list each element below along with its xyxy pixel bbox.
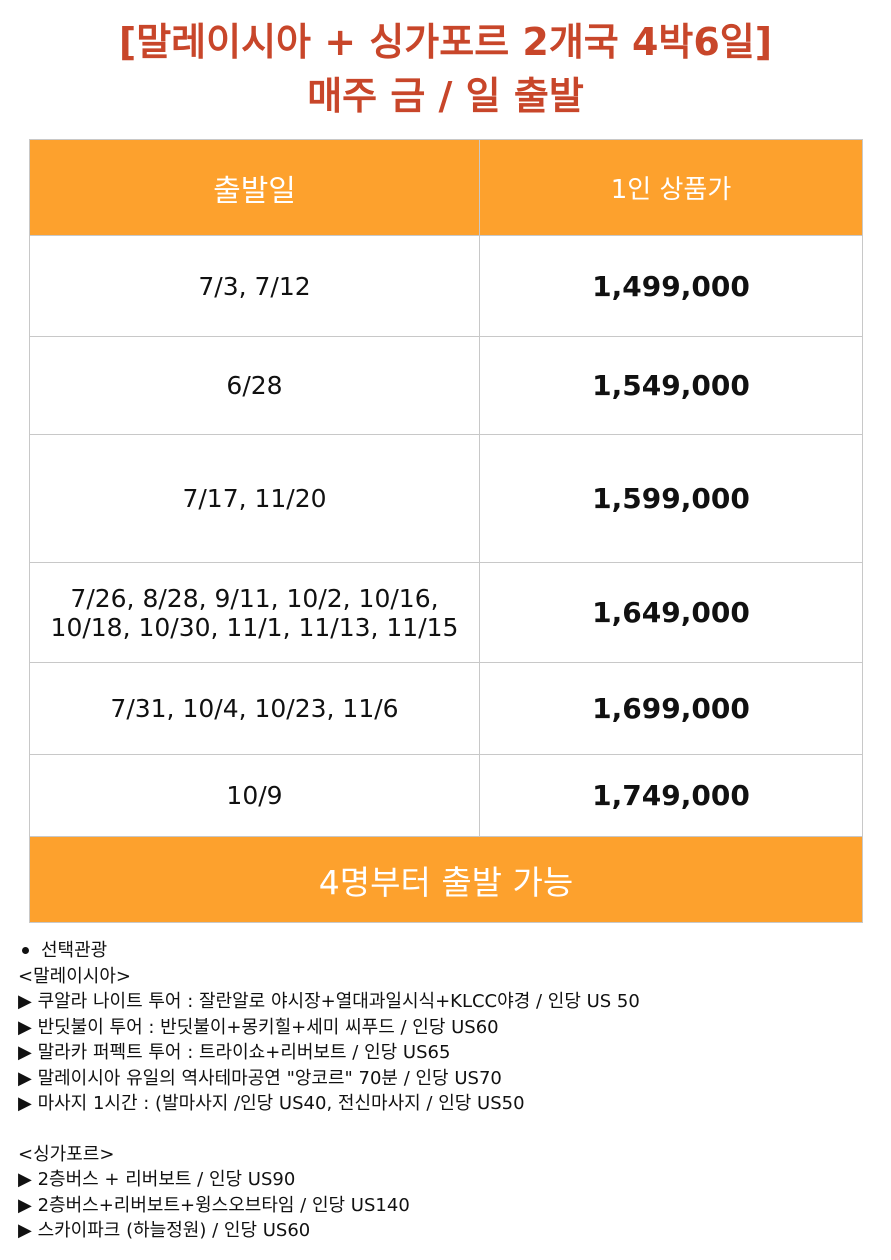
- header-price: 1인 상품가: [479, 139, 863, 236]
- table-row: 6/28 1,549,000: [29, 336, 863, 435]
- list-item: ▶ 마사지 1시간 : (발마사지 /인당 US40, 전신마사지 / 인당 U…: [18, 1093, 525, 1114]
- list-item: ▶ 반딧불이 투어 : 반딧불이+몽키힐+세미 씨푸드 / 인당 US60: [18, 1016, 499, 1038]
- section-spacer: [18, 1117, 878, 1142]
- table-row: 7/17, 11/20 1,599,000: [29, 434, 863, 563]
- table-row: 7/31, 10/4, 10/23, 11/6 1,699,000: [29, 662, 863, 755]
- list-item: ▶ 2층버스+리버보트+윙스오브타임 / 인당 US140: [18, 1194, 410, 1216]
- list-item: ▶ 말라카 퍼펙트 투어 : 트라이쇼+리버보트 / 인당 US65: [18, 1042, 451, 1063]
- table-header-row: 출발일 1인 상품가: [29, 139, 863, 236]
- table-row: 7/3, 7/12 1,499,000: [29, 235, 863, 337]
- min-participants-notice: 4명부터 출발 가능: [29, 836, 863, 923]
- table-row: 7/26, 8/28, 9/11, 10/2, 10/16, 10/18, 10…: [29, 562, 863, 663]
- list-item: ▶ 말레이시아 유일의 역사테마공연 "앙코르" 70분 / 인당 US70: [18, 1067, 502, 1089]
- date-line: 7/3, 7/12: [198, 271, 311, 301]
- date-line: 7/31, 10/4, 10/23, 11/6: [110, 694, 399, 723]
- table-footer-row: 4명부터 출발 가능: [29, 836, 863, 923]
- bullet-icon: [22, 946, 29, 954]
- row-dates: 7/31, 10/4, 10/23, 11/6: [29, 662, 480, 755]
- row-dates: 7/3, 7/12: [29, 235, 480, 337]
- list-item: ▶ 쿠알라 나이트 투어 : 잘란알로 야시장+열대과일시식+KLCC야경 / …: [18, 991, 640, 1012]
- row-dates: 10/9: [29, 754, 480, 837]
- row-dates: 7/26, 8/28, 9/11, 10/2, 10/16, 10/18, 10…: [29, 562, 480, 663]
- price-table: 출발일 1인 상품가 7/3, 7/12 1,499,000 6/28 1,54…: [29, 139, 863, 923]
- row-price: 1,599,000: [479, 434, 863, 563]
- notes-heading: 선택관광: [41, 940, 108, 961]
- header-departure-date: 출발일: [29, 139, 480, 236]
- row-dates: 6/28: [29, 336, 480, 435]
- page-title: [말레이시아 + 싱가포르 2개국 4박6일]: [118, 20, 773, 64]
- singapore-label: <싱가포르>: [18, 1143, 115, 1165]
- date-line: 6/28: [226, 371, 283, 400]
- row-price: 1,699,000: [479, 662, 863, 755]
- row-price: 1,499,000: [479, 235, 863, 337]
- row-price: 1,649,000: [479, 562, 863, 663]
- malaysia-label: <말레이시아>: [18, 965, 131, 987]
- row-price: 1,749,000: [479, 754, 863, 837]
- date-line: 7/26, 8/28, 9/11, 10/2, 10/16,: [70, 583, 439, 613]
- notes-heading-line: 선택관광: [18, 938, 878, 964]
- row-dates: 7/17, 11/20: [29, 434, 480, 563]
- row-price: 1,549,000: [479, 336, 863, 435]
- page-subtitle: 매주 금 / 일 출발: [307, 74, 584, 118]
- table-row: 10/9 1,749,000: [29, 754, 863, 837]
- date-line: 10/18, 10/30, 11/1, 11/13, 11/15: [50, 612, 459, 642]
- date-line: 10/9: [226, 781, 283, 810]
- list-item: ▶ 스카이파크 (하늘정원) / 인당 US60: [18, 1220, 311, 1241]
- optional-tours-section: 선택관광 <말레이시아> ▶ 쿠알라 나이트 투어 : 잘란알로 야시장+열대과…: [18, 938, 878, 1244]
- date-line: 7/17, 11/20: [182, 484, 327, 513]
- list-item: ▶ 2층버스 + 리버보트 / 인당 US90: [18, 1169, 296, 1190]
